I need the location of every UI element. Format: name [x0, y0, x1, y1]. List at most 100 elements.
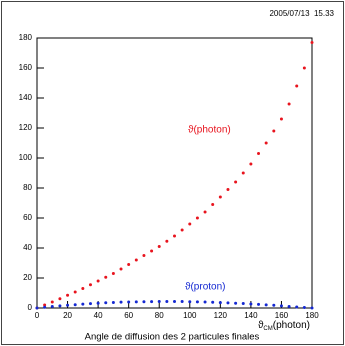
data-point	[81, 287, 85, 290]
data-point	[81, 302, 85, 306]
data-point	[111, 272, 115, 275]
data-point	[218, 301, 222, 305]
data-point	[180, 228, 184, 232]
x-label-subscript: CM	[263, 326, 272, 332]
data-point	[43, 305, 47, 309]
data-point	[119, 267, 123, 271]
data-point	[241, 171, 245, 175]
data-point	[111, 300, 115, 304]
chart-title: Angle de diffusion des 2 particules fina…	[85, 332, 260, 343]
data-point	[295, 84, 299, 88]
data-point	[157, 245, 161, 248]
data-point	[88, 283, 92, 287]
data-point	[165, 239, 169, 243]
data-point	[127, 300, 131, 304]
data-point	[173, 234, 176, 238]
x-axis-label: ϑCM(photon)	[258, 320, 310, 332]
x-tick-label: 140	[244, 311, 258, 320]
data-point	[226, 301, 230, 305]
data-point	[104, 301, 108, 305]
data-point	[188, 300, 192, 304]
series-label: ϑ(photon)	[188, 125, 231, 136]
data-point	[142, 300, 146, 304]
data-point	[226, 188, 230, 191]
data-point	[73, 303, 77, 307]
data-point	[234, 301, 238, 305]
data-point	[234, 180, 238, 184]
y-tick-label: 120	[19, 123, 33, 132]
y-tick-label: 60	[23, 213, 32, 222]
y-tick-label: 140	[19, 93, 33, 102]
x-tick-label: 120	[214, 311, 228, 320]
data-point	[50, 300, 54, 304]
data-point	[302, 66, 306, 70]
x-tick-label: 100	[183, 311, 197, 320]
timestamp: 2005/07/13 15.33	[269, 9, 334, 18]
x-tick-label: 80	[155, 311, 164, 320]
y-tick-label: 160	[19, 63, 33, 72]
data-point	[96, 301, 100, 305]
data-point	[66, 303, 70, 307]
data-point	[119, 300, 123, 304]
x-tick-label: 40	[94, 311, 103, 320]
data-point	[211, 300, 215, 304]
data-point	[50, 305, 54, 308]
data-point	[257, 302, 261, 306]
data-point	[150, 249, 154, 253]
data-point	[134, 258, 138, 262]
data-point	[165, 300, 169, 304]
data-point	[66, 293, 70, 297]
data-point	[43, 303, 47, 307]
series-label: ϑ(proton)	[185, 282, 225, 293]
data-point	[287, 305, 291, 308]
data-point	[211, 203, 215, 206]
data-point	[264, 141, 268, 145]
x-tick-label: 0	[35, 311, 40, 320]
y-tick-label: 0	[28, 303, 33, 312]
data-point	[88, 302, 92, 306]
data-point	[96, 279, 100, 283]
data-point	[272, 303, 276, 307]
y-tick-label: 80	[23, 183, 32, 192]
data-point	[157, 300, 161, 304]
data-point	[173, 300, 176, 304]
y-tick-label: 20	[23, 273, 32, 282]
data-point	[287, 102, 291, 106]
x-tick-label: 20	[63, 311, 72, 320]
data-point	[203, 210, 207, 214]
x-label-text: (photon)	[273, 320, 310, 331]
data-point	[127, 263, 131, 266]
data-point	[134, 300, 138, 304]
data-point	[257, 152, 261, 155]
data-point	[58, 297, 62, 301]
data-point	[142, 254, 146, 257]
data-point	[241, 302, 245, 305]
x-label-symbol: ϑ	[258, 320, 264, 331]
data-point	[279, 304, 283, 308]
data-point	[310, 306, 314, 310]
y-tick-label: 40	[23, 243, 32, 252]
x-tick-label: 180	[305, 311, 319, 320]
plot-frame	[36, 37, 313, 309]
data-point	[73, 290, 77, 294]
data-point	[150, 300, 154, 304]
data-point	[203, 300, 207, 304]
data-point	[272, 129, 276, 133]
x-tick-label: 60	[124, 311, 133, 320]
data-point	[264, 303, 268, 307]
data-point	[58, 304, 62, 308]
x-tick-label: 160	[275, 311, 289, 320]
data-point	[218, 195, 222, 199]
data-point	[310, 41, 314, 44]
data-point	[295, 305, 299, 309]
data-point	[249, 302, 253, 306]
data-point	[249, 162, 253, 166]
data-point	[279, 117, 283, 121]
data-point	[104, 275, 108, 279]
y-tick-label: 180	[19, 33, 33, 42]
data-point	[188, 222, 192, 226]
data-point	[35, 306, 39, 310]
